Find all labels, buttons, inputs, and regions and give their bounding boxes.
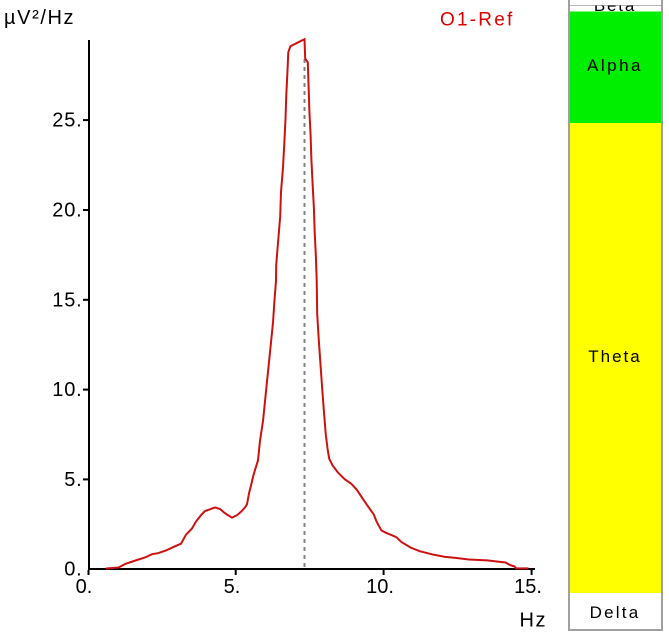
svg-text:Beta: Beta	[594, 0, 636, 15]
svg-text:20.: 20.	[52, 200, 82, 222]
svg-text:10.: 10.	[366, 576, 394, 598]
svg-text:15.: 15.	[52, 289, 82, 311]
svg-text:25.: 25.	[52, 110, 82, 132]
svg-text:Theta: Theta	[588, 347, 641, 366]
svg-text:15.: 15.	[514, 576, 542, 598]
svg-text:0.: 0.	[64, 559, 82, 581]
svg-text:10.: 10.	[52, 379, 82, 401]
svg-text:µV²/Hz: µV²/Hz	[4, 7, 75, 29]
svg-text:Alpha: Alpha	[587, 56, 643, 75]
svg-text:Hz: Hz	[520, 610, 547, 632]
svg-text:0.: 0.	[76, 576, 93, 598]
svg-text:Delta: Delta	[590, 603, 641, 622]
svg-text:5.: 5.	[224, 576, 241, 598]
svg-text:5.: 5.	[64, 469, 82, 491]
svg-text:O1-Ref: O1-Ref	[440, 10, 514, 31]
